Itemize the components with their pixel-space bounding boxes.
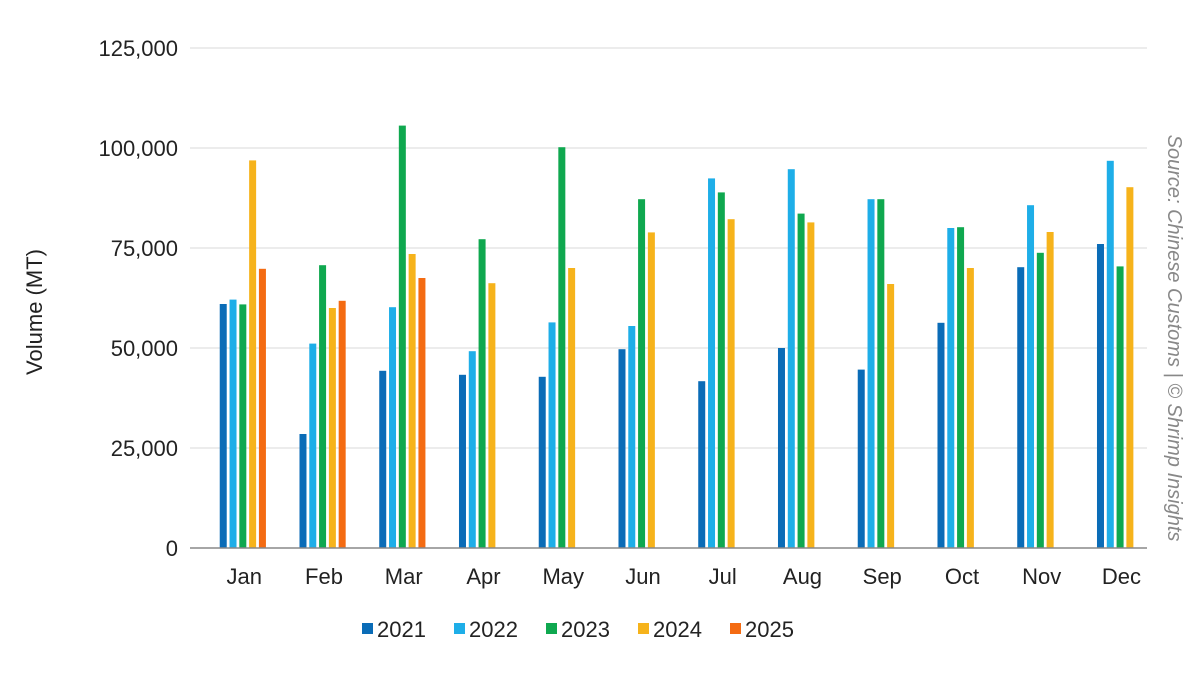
bar-2025-feb (338, 300, 346, 548)
bar-2024-jul (727, 219, 735, 548)
bar-2024-mar (408, 254, 416, 548)
bar-2022-nov (1027, 205, 1035, 548)
bar-2022-jul (708, 178, 716, 548)
bar-2023-jan (239, 304, 247, 548)
legend-swatch-2025 (730, 623, 741, 634)
bar-2023-jul (717, 192, 725, 548)
bar-2022-apr (468, 351, 476, 548)
bar-2021-jun (618, 349, 626, 548)
bar-2023-feb (319, 265, 327, 548)
y-tick-labels: 0 25,000 50,000 75,000 100,000 125,000 (98, 36, 178, 561)
x-tick-label: Dec (1102, 564, 1141, 589)
y-tick-label: 100,000 (98, 136, 178, 161)
x-tick-label: Feb (305, 564, 343, 589)
bar-2025-jan (258, 268, 266, 548)
x-tick-labels: Jan Feb Mar Apr May Jun Jul Aug Sep Oct Nov Dec (226, 564, 1141, 589)
bar-2024-sep (887, 284, 895, 548)
bar-2023-may (558, 147, 566, 548)
legend-swatch-2022 (454, 623, 465, 634)
bar-2021-apr (458, 374, 466, 548)
bar-2022-jun (628, 326, 636, 548)
bar-2024-jan (249, 160, 257, 548)
bar-2021-feb (299, 434, 307, 548)
bar-2021-nov (1017, 267, 1025, 548)
y-tick-label: 50,000 (111, 336, 178, 361)
y-tick-label: 0 (166, 536, 178, 561)
legend-swatch-2024 (638, 623, 649, 634)
x-tick-label: Jan (226, 564, 261, 589)
bar-2024-feb (328, 308, 336, 548)
bar-2023-dec (1116, 266, 1124, 548)
legend-label-2021: 2021 (377, 617, 426, 642)
bar-2023-apr (478, 239, 486, 548)
x-tick-label: Apr (466, 564, 500, 589)
legend-label-2022: 2022 (469, 617, 518, 642)
bar-2022-dec (1106, 160, 1114, 549)
bar-2024-oct (966, 268, 974, 548)
x-tick-label: May (542, 564, 584, 589)
bar-2023-aug (797, 213, 805, 548)
bar-2023-jun (638, 199, 646, 548)
x-tick-label: Aug (783, 564, 822, 589)
bar-2021-jul (698, 381, 706, 548)
y-tick-label: 125,000 (98, 36, 178, 61)
bar-2023-oct (957, 227, 965, 548)
bar-2021-oct (937, 322, 945, 548)
x-tick-label: Mar (385, 564, 423, 589)
legend-label-2023: 2023 (561, 617, 610, 642)
source-credit: Source: Chinese Customs | © Shrimp Insig… (1163, 135, 1185, 542)
x-tick-label: Jun (625, 564, 660, 589)
bar-2024-jun (647, 232, 655, 548)
bar-2021-sep (857, 369, 865, 548)
bar-2021-may (538, 376, 546, 548)
bar-2024-may (568, 268, 576, 548)
bar-2025-mar (418, 278, 426, 548)
y-axis-label: Volume (MT) (22, 249, 47, 375)
bar-2024-apr (488, 283, 496, 548)
legend-label-2025: 2025 (745, 617, 794, 642)
bar-2023-nov (1036, 252, 1044, 549)
bar-2024-aug (807, 222, 815, 548)
y-tick-label: 25,000 (111, 436, 178, 461)
bar-2021-jan (219, 304, 227, 548)
legend: 2021 2022 2023 2024 2025 (362, 617, 794, 642)
bar-2021-aug (777, 348, 785, 548)
bar-2022-jan (229, 299, 237, 548)
bar-2024-nov (1046, 232, 1054, 548)
bar-2023-mar (398, 125, 406, 548)
legend-swatch-2021 (362, 623, 373, 634)
bar-2022-mar (389, 307, 397, 548)
legend-label-2024: 2024 (653, 617, 702, 642)
grid-lines (190, 47, 1147, 449)
x-tick-label: Jul (709, 564, 737, 589)
bar-2022-feb (309, 343, 317, 548)
bar-2021-mar (379, 370, 387, 548)
x-tick-label: Sep (863, 564, 902, 589)
x-tick-label: Oct (945, 564, 979, 589)
y-tick-label: 75,000 (111, 236, 178, 261)
bars (219, 125, 1134, 549)
x-tick-label: Nov (1022, 564, 1061, 589)
bar-2022-sep (867, 199, 875, 548)
legend-swatch-2023 (546, 623, 557, 634)
bar-2022-aug (787, 169, 795, 548)
bar-2022-may (548, 322, 556, 548)
bar-2023-sep (877, 199, 885, 548)
bar-2022-oct (947, 228, 955, 548)
bar-2021-dec (1096, 244, 1104, 548)
bar-2024-dec (1126, 187, 1134, 548)
